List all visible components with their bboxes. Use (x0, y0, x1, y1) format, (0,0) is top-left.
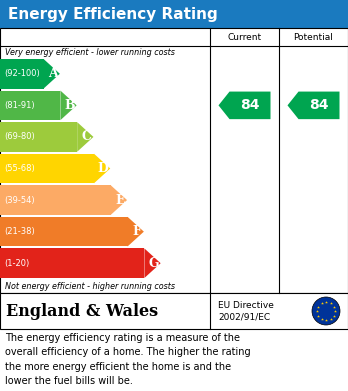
Text: (1-20): (1-20) (4, 259, 29, 268)
Bar (0, 0, 348, 28)
Text: F: F (132, 225, 141, 238)
Text: D: D (97, 162, 108, 175)
Text: Not energy efficient - higher running costs: Not energy efficient - higher running co… (5, 282, 175, 291)
Text: England & Wales: England & Wales (6, 303, 158, 319)
Text: C: C (81, 131, 91, 143)
Polygon shape (77, 122, 94, 152)
Text: G: G (148, 257, 159, 270)
Text: Current: Current (228, 32, 262, 41)
Text: EU Directive: EU Directive (218, 301, 274, 310)
Polygon shape (44, 59, 60, 89)
Polygon shape (111, 185, 127, 215)
Bar (0, 293, 348, 329)
Polygon shape (128, 217, 144, 246)
Text: Very energy efficient - lower running costs: Very energy efficient - lower running co… (5, 48, 175, 57)
Text: (69-80): (69-80) (4, 133, 35, 142)
Text: Energy Efficiency Rating: Energy Efficiency Rating (8, 7, 218, 22)
Text: B: B (64, 99, 74, 112)
Bar (0, 217, 128, 246)
Polygon shape (94, 154, 110, 183)
Text: 2002/91/EC: 2002/91/EC (218, 313, 270, 322)
Bar (0, 185, 111, 215)
Bar (0, 248, 144, 278)
Bar (0, 154, 94, 183)
Text: (55-68): (55-68) (4, 164, 35, 173)
Polygon shape (144, 248, 161, 278)
Text: The energy efficiency rating is a measure of the
overall efficiency of a home. T: The energy efficiency rating is a measur… (5, 333, 251, 386)
Polygon shape (61, 91, 77, 120)
Bar (0, 91, 61, 120)
Bar (0, 122, 77, 152)
Bar (0, 28, 348, 293)
Text: (39-54): (39-54) (4, 196, 34, 204)
Circle shape (312, 297, 340, 325)
Polygon shape (219, 91, 270, 119)
Bar (0, 59, 44, 89)
Text: Potential: Potential (294, 32, 333, 41)
Text: (92-100): (92-100) (4, 69, 40, 78)
Text: (81-91): (81-91) (4, 101, 34, 110)
Text: (21-38): (21-38) (4, 227, 35, 236)
Text: 84: 84 (309, 99, 329, 112)
Polygon shape (287, 91, 340, 119)
Text: E: E (115, 194, 125, 206)
Text: 84: 84 (240, 99, 260, 112)
Text: A: A (48, 67, 57, 80)
